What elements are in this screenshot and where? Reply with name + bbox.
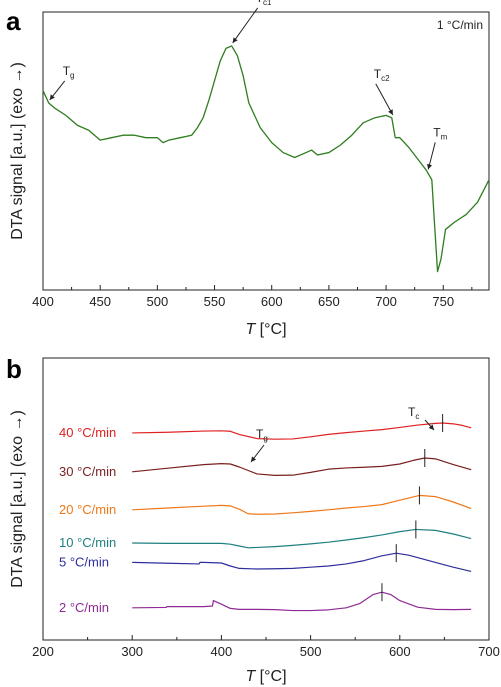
panel-b-series-label: 30 °C/min: [59, 464, 116, 479]
panel-a-annotation-arrow-shaft: [232, 7, 259, 44]
panel-b-tc-arrow-head: [428, 424, 434, 430]
panel-a-xtick-label: 650: [318, 294, 340, 309]
panel-a-annotation-arrow: [49, 80, 66, 101]
panel-a-annotation-arrow-shaft: [375, 83, 394, 116]
panel-b-frame: [42, 357, 490, 641]
panel-b-tg-sub: g: [263, 434, 267, 443]
panel-b-series-line: [132, 528, 472, 549]
panel-a-annotation-sub: c2: [381, 74, 390, 83]
panel-a-xtick-label: 600: [261, 294, 283, 309]
panel-b-xtick-label: 700: [478, 644, 500, 659]
panel-b-series-line: [132, 457, 472, 476]
panel-b-ylabel: DTA signal [a.u.] (exo →): [9, 410, 26, 588]
panel-a-xtick-label: 700: [375, 294, 397, 309]
panel-a-rate-annotation: 1 °C/min: [437, 18, 483, 32]
panel-a-annotation-c1: Tc1: [256, 0, 272, 7]
panel-b-series-label: 40 °C/min: [59, 425, 116, 440]
panel-b-xtick-label: 500: [300, 644, 322, 659]
panel-a-letter: a: [6, 6, 21, 36]
panel-b-series-label: 20 °C/min: [59, 502, 116, 517]
panel-a-series-line: [42, 45, 490, 273]
panel-a-ylabel: DTA signal [a.u.] (exo →): [9, 62, 26, 240]
panel-b-series-line: [132, 591, 472, 612]
panel-b: b 200 300 400 500 600 700 T [°C] DTA signal [a.u…: [6, 354, 500, 685]
panel-b-series-line: [132, 494, 472, 515]
panel-a-annotation-sub: m: [441, 132, 448, 141]
panel-a-xtick-label: 500: [147, 294, 169, 309]
panel-a-annotation-sub: c1: [263, 0, 272, 7]
panel-a-frame: [42, 11, 490, 291]
panel-a-xtick-label: 450: [89, 294, 111, 309]
panel-b-xlabel: T [°C]: [245, 668, 286, 685]
panel-b-tc-sub: c: [415, 412, 419, 421]
panel-a-annotation-g: Tg: [63, 64, 75, 80]
panel-b-series-line: [132, 552, 472, 572]
panel-b-tg-arrow-head: [251, 456, 257, 462]
panel-b-tc-label: Tc: [408, 405, 419, 421]
panel-a-annotation-arrow: [232, 7, 259, 44]
panel-a-annotation-m: Tm: [433, 125, 447, 141]
panel-b-tg-label: Tg: [256, 427, 268, 443]
panel-a-xtick-label: 550: [204, 294, 226, 309]
panel-b-series-label: 2 °C/min: [59, 600, 109, 615]
panel-b-series-label: 10 °C/min: [59, 535, 116, 550]
panel-b-tc-arrow: [424, 419, 435, 431]
panel-a-xlabel: T [°C]: [245, 321, 286, 338]
panel-a-xtick-label: 400: [32, 294, 54, 309]
panel-a: a 400 450 500 550 600 650 700 750 T [°C] DTA signa…: [6, 0, 490, 338]
panel-a-annotation-arrow: [426, 142, 436, 170]
panel-b-letter: b: [6, 354, 22, 384]
panel-b-tg-arrow: [250, 444, 265, 463]
panel-a-annotation-sub: g: [70, 71, 74, 80]
panel-a-annotation-arrow-head: [49, 94, 55, 100]
panel-a-annotation-arrow: [375, 83, 394, 116]
panel-b-xtick-label: 600: [389, 644, 411, 659]
panel-b-xtick-label: 200: [32, 644, 54, 659]
panel-b-xtick-label: 300: [121, 644, 143, 659]
panel-a-annotation-arrow-head: [426, 163, 433, 170]
panel-a-xtick-label: 750: [432, 294, 454, 309]
panel-a-annotation-arrow-head: [388, 109, 393, 115]
panel-b-series-line: [132, 422, 472, 440]
panel-a-annotation-c2: Tc2: [374, 67, 390, 83]
panel-a-annotation-arrow-head: [232, 37, 238, 43]
panel-b-xtick-label: 400: [211, 644, 233, 659]
panel-b-series-label: 5 °C/min: [59, 554, 109, 569]
